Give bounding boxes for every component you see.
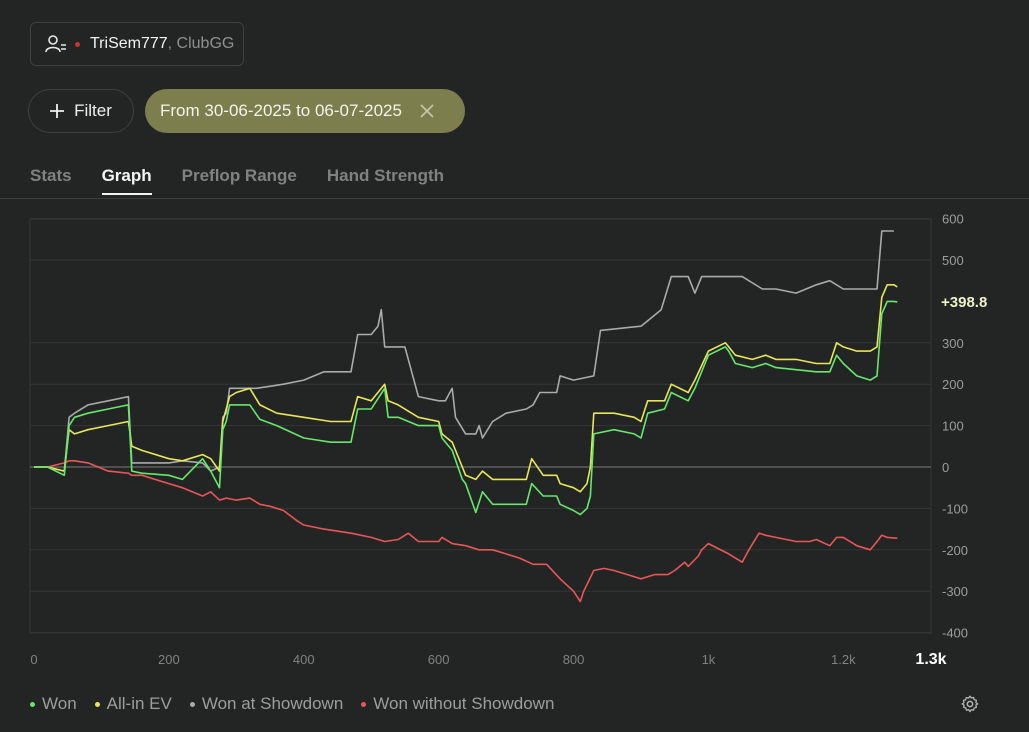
x-tick-label: 1k (702, 652, 716, 667)
legend-label-won-at-showdown: Won at Showdown (201, 694, 344, 713)
series-line-all-in-ev (34, 284, 898, 493)
x-tick-label: 400 (293, 652, 315, 667)
tab-stats[interactable]: Stats (30, 166, 72, 185)
series-line-won (34, 300, 898, 516)
filter-button[interactable]: Filter (28, 89, 134, 133)
chart-legend: Won All-in EV Won at Showdown Won withou… (30, 694, 554, 714)
y-tick-label: -200 (942, 543, 968, 558)
filter-button-label: Filter (74, 101, 112, 120)
tab-bar: Stats Graph Preflop Range Hand Strength (30, 166, 444, 195)
legend-item-won[interactable]: Won (30, 694, 77, 714)
legend-label-won-without-showdown: Won without Showdown (373, 694, 555, 713)
tab-hand-strength[interactable]: Hand Strength (326, 166, 444, 185)
user-switch-icon (45, 35, 66, 53)
y-tick-label: 0 (942, 460, 949, 475)
player-name: TriSem777 (90, 35, 168, 52)
x-tick-label: 1.2k (831, 652, 856, 667)
series-line-won-at-showdown (34, 230, 894, 472)
plus-icon (50, 104, 65, 118)
player-club: , ClubGG (167, 35, 235, 52)
x-tick-label: 600 (428, 652, 450, 667)
status-dot (75, 41, 80, 47)
gear-icon[interactable] (960, 694, 980, 714)
x-tick-label: 800 (563, 652, 585, 667)
date-range-chip[interactable]: From 30-06-2025 to 06-07-2025 (145, 89, 465, 133)
series-line-won-without-showdown (34, 460, 898, 603)
y-tick-label: -100 (942, 501, 968, 516)
player-selector[interactable]: TriSem777, ClubGG (30, 22, 244, 66)
y-tick-label: -300 (942, 584, 968, 599)
profit-graph[interactable]: 600 500 300 200 100 0 -100 -200 -300 -400 0 200 400 6… (0, 0, 1029, 690)
legend-item-all-in-ev[interactable]: All-in EV (94, 694, 172, 714)
tab-preflop-range[interactable]: Preflop Range (181, 166, 297, 185)
y-tick-label: 300 (942, 336, 964, 351)
legend-item-won-without-showdown[interactable]: Won without Showdown (361, 694, 554, 714)
close-icon[interactable] (420, 104, 434, 118)
legend-dot-won (30, 701, 35, 707)
tab-graph[interactable]: Graph (101, 166, 152, 195)
x-tick-label: 0 (30, 652, 37, 667)
date-range-label: From 30-06-2025 to 06-07-2025 (160, 101, 402, 120)
y-tick-label: -400 (942, 626, 968, 641)
y-tick-label: 600 (942, 212, 964, 227)
x-tick-label: 200 (158, 652, 180, 667)
legend-label-won: Won (42, 694, 77, 713)
legend-dot-all-in-ev (94, 701, 100, 707)
final-value-label: +398.8 (941, 294, 987, 311)
y-tick-label: 200 (942, 377, 964, 392)
legend-dot-won-at-showdown (189, 701, 195, 707)
y-tick-label: 500 (942, 253, 964, 268)
y-tick-label: 100 (942, 419, 964, 434)
legend-dot-won-without-showdown (361, 701, 367, 707)
x-tick-label: 1.3k (915, 651, 946, 668)
legend-label-all-in-ev: All-in EV (106, 694, 172, 713)
legend-item-won-at-showdown[interactable]: Won at Showdown (189, 694, 344, 714)
tabs-divider (0, 198, 1029, 199)
